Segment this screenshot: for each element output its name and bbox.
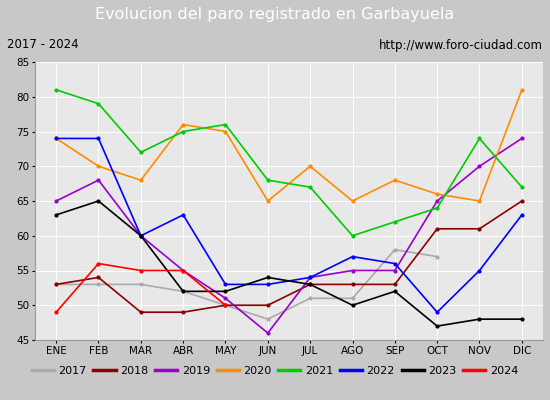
2019 <box>392 268 398 273</box>
2021 <box>476 136 483 141</box>
2019 <box>222 296 229 301</box>
2017 <box>265 317 271 322</box>
2022 <box>95 136 102 141</box>
2022 <box>349 254 356 259</box>
2022 <box>434 310 441 314</box>
2020 <box>519 87 525 92</box>
2024 <box>138 268 144 273</box>
2019 <box>265 331 271 336</box>
2017 <box>434 254 441 259</box>
2018 <box>434 226 441 231</box>
2021 <box>53 87 59 92</box>
2021 <box>222 122 229 127</box>
2022 <box>180 212 186 217</box>
2023 <box>95 199 102 203</box>
2023 <box>222 289 229 294</box>
Line: 2018: 2018 <box>55 200 523 314</box>
2023 <box>53 212 59 217</box>
2017 <box>392 247 398 252</box>
2021 <box>265 178 271 182</box>
2024 <box>53 310 59 314</box>
2018 <box>519 199 525 203</box>
2022 <box>519 212 525 217</box>
2017 <box>53 282 59 287</box>
2023 <box>476 317 483 322</box>
2021 <box>180 129 186 134</box>
2017 <box>349 296 356 301</box>
Line: 2019: 2019 <box>55 137 523 334</box>
Line: 2022: 2022 <box>55 137 523 314</box>
2020 <box>222 129 229 134</box>
Text: http://www.foro-ciudad.com: http://www.foro-ciudad.com <box>378 38 542 52</box>
Line: 2024: 2024 <box>55 262 227 314</box>
2022 <box>307 275 314 280</box>
2018 <box>53 282 59 287</box>
2020 <box>434 192 441 196</box>
2019 <box>476 164 483 169</box>
2022 <box>476 268 483 273</box>
Text: Evolucion del paro registrado en Garbayuela: Evolucion del paro registrado en Garbayu… <box>95 8 455 22</box>
2017 <box>307 296 314 301</box>
2019 <box>53 199 59 203</box>
2023 <box>307 282 314 287</box>
2018 <box>265 303 271 308</box>
2020 <box>138 178 144 182</box>
2022 <box>222 282 229 287</box>
2020 <box>180 122 186 127</box>
2021 <box>349 233 356 238</box>
2023 <box>265 275 271 280</box>
Text: 2017 - 2024: 2017 - 2024 <box>8 38 79 52</box>
2021 <box>138 150 144 155</box>
2020 <box>53 136 59 141</box>
2019 <box>519 136 525 141</box>
Line: 2020: 2020 <box>55 88 523 202</box>
2020 <box>95 164 102 169</box>
2018 <box>138 310 144 314</box>
2019 <box>138 233 144 238</box>
Line: 2021: 2021 <box>55 88 523 237</box>
2021 <box>519 185 525 190</box>
2023 <box>392 289 398 294</box>
2017 <box>138 282 144 287</box>
2024 <box>180 268 186 273</box>
2019 <box>95 178 102 182</box>
2022 <box>53 136 59 141</box>
2020 <box>476 199 483 203</box>
2021 <box>307 185 314 190</box>
2023 <box>434 324 441 328</box>
2019 <box>434 199 441 203</box>
2020 <box>307 164 314 169</box>
Legend: 2017, 2018, 2019, 2020, 2021, 2022, 2023, 2024: 2017, 2018, 2019, 2020, 2021, 2022, 2023… <box>28 361 522 380</box>
Line: 2023: 2023 <box>55 200 523 328</box>
2023 <box>138 233 144 238</box>
Line: 2017: 2017 <box>55 248 438 320</box>
2019 <box>349 268 356 273</box>
2024 <box>222 303 229 308</box>
2018 <box>180 310 186 314</box>
2017 <box>222 303 229 308</box>
2022 <box>138 233 144 238</box>
2018 <box>476 226 483 231</box>
2019 <box>180 268 186 273</box>
2023 <box>180 289 186 294</box>
2017 <box>95 282 102 287</box>
2020 <box>349 199 356 203</box>
2023 <box>349 303 356 308</box>
2020 <box>392 178 398 182</box>
2022 <box>392 261 398 266</box>
2018 <box>95 275 102 280</box>
2017 <box>180 289 186 294</box>
2024 <box>95 261 102 266</box>
2018 <box>222 303 229 308</box>
2018 <box>392 282 398 287</box>
2019 <box>307 275 314 280</box>
2023 <box>519 317 525 322</box>
2021 <box>95 101 102 106</box>
2021 <box>392 220 398 224</box>
2018 <box>349 282 356 287</box>
2020 <box>265 199 271 203</box>
2021 <box>434 206 441 210</box>
2022 <box>265 282 271 287</box>
2018 <box>307 282 314 287</box>
